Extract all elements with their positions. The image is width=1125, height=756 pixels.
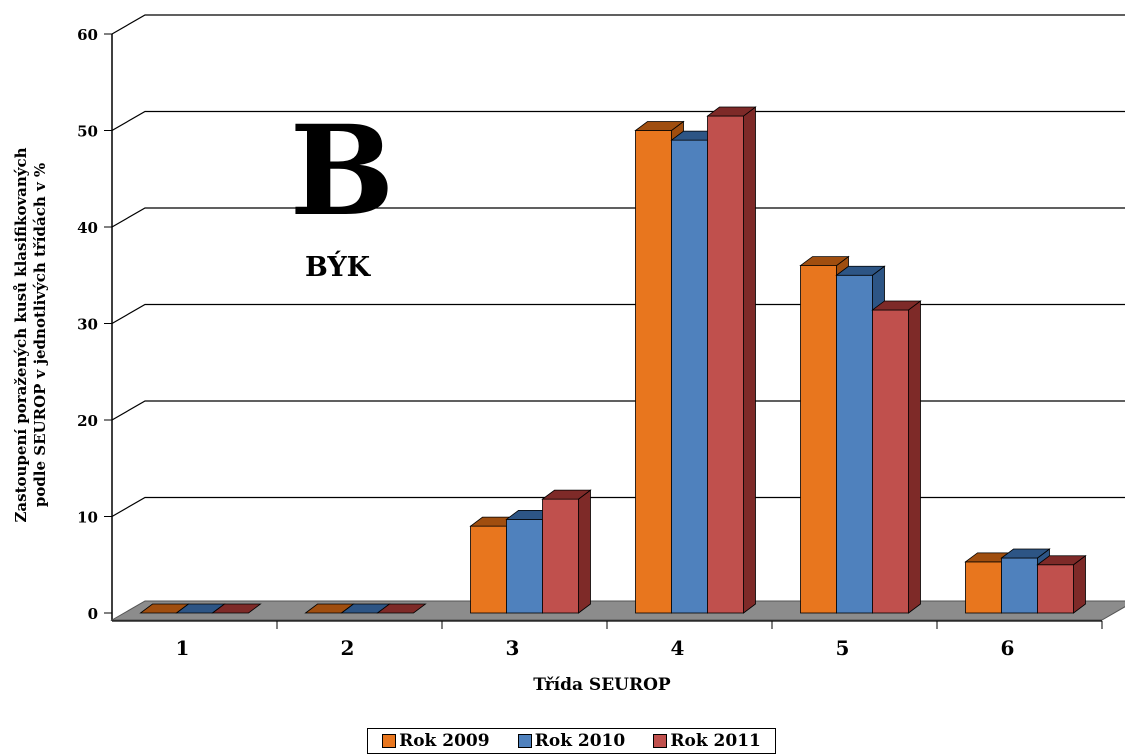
legend-label-2009: Rok 2009 [399,731,490,751]
bar-top [835,265,886,276]
bar [542,498,579,614]
bar-side [908,300,921,614]
bar [506,518,543,614]
gridline [111,400,1125,421]
y-tick-label: 40 [77,219,98,237]
gridline [111,303,1125,325]
bar-top [1036,555,1087,566]
bar [872,309,909,614]
bar-side [578,489,591,614]
legend-item-2010: Rok 2010 [517,731,626,751]
bar [1001,557,1038,614]
bar-top [541,489,592,500]
x-axis-label: Třída SEUROP [533,675,671,695]
x-tick-label: 2 [341,636,355,660]
bar-side [743,106,756,614]
bar-top [706,106,757,117]
legend-label-2011: Rok 2011 [670,731,761,751]
legend-swatch-2011 [653,734,668,748]
gridline [111,14,1125,35]
legend-item-2011: Rok 2011 [653,731,761,751]
legend: Rok 2009 Rok 2010 Rok 2011 [367,728,776,754]
bar-top [634,121,685,131]
y-tick-label: 60 [77,26,98,44]
y-tick-label: 10 [77,509,98,527]
bar [470,525,507,614]
bar [707,115,744,614]
gridline [111,110,1125,132]
bar-top [376,603,427,614]
x-tick-label: 3 [506,636,520,660]
bar [671,139,708,614]
x-tick-label: 6 [1001,636,1015,660]
y-axis-label-line-2: podle SEUROP v jednotlivých třídách v % [31,163,49,507]
y-axis-label-line-1: Zastoupení poražených kusů klasifikovaný… [12,147,30,522]
chart-subtitle: BÝK [305,250,372,283]
bar [836,274,873,614]
bar [1037,564,1074,614]
big-letter: B [290,99,395,244]
bars-layer [139,106,1087,614]
x-tick-label: 1 [176,636,190,660]
legend-label-2010: Rok 2010 [534,731,626,751]
bar [965,561,1002,614]
bar-top [211,603,262,614]
y-tick-label: 50 [77,123,98,141]
bar-side [1073,554,1086,614]
legend-item-2009: Rok 2009 [382,731,490,751]
x-tick-label: 5 [836,636,850,660]
legend-swatch-2010 [517,734,532,748]
x-tick-label: 4 [671,636,685,660]
gridline [111,207,1125,228]
y-tick-label: 20 [77,412,98,430]
y-tick-label: 30 [77,316,98,334]
y-tick-label: 0 [88,605,98,623]
bar-top [871,300,922,311]
bar-top [1000,548,1051,559]
bar-top [799,256,850,267]
grid-layer [111,14,1125,622]
x-tick-labels: 1 2 3 4 5 6 [176,621,1103,660]
y-tick-labels: 0 10 20 30 40 50 60 [77,26,112,623]
legend-swatch-2009 [382,734,397,748]
bar [635,130,672,614]
gridline [111,496,1125,518]
bar [800,265,837,614]
